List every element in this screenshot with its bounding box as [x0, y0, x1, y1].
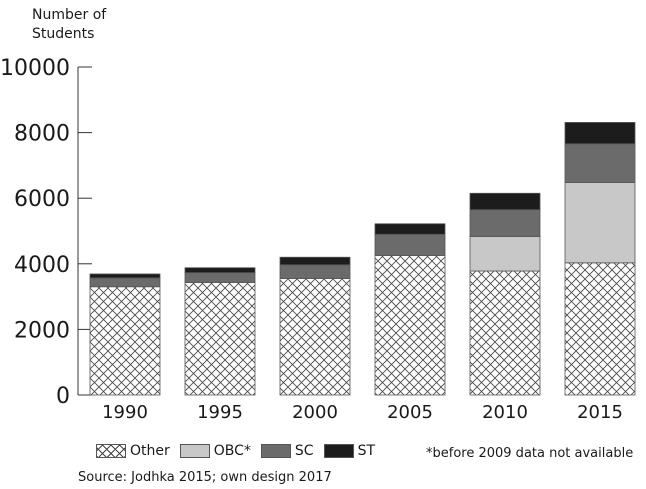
bar-segment-obc-2010 — [469, 236, 541, 272]
footnote: *before 2009 data not available — [426, 446, 634, 461]
stacked-bar-chart: 0 2000 4000 6000 8000 10000 1990 1995 2000 2005 2… — [0, 56, 636, 423]
legend-item: Other — [96, 443, 170, 459]
legend-label: OBC* — [213, 443, 251, 459]
bar-segment-sc-1995 — [184, 272, 256, 283]
legend-item: SC — [260, 443, 314, 459]
x-tick-label: 1990 — [102, 402, 148, 423]
bar-segment-obc-2015 — [564, 182, 636, 264]
bar-segment-st-2005 — [374, 223, 446, 235]
legend-item: ST — [323, 443, 376, 459]
bar-segment-other-2015 — [564, 262, 636, 396]
y-tick-label: 4000 — [14, 253, 70, 278]
bar-segment-other-2005 — [374, 255, 446, 396]
source-caption: Source: Jodhka 2015; own design 2017 — [78, 470, 332, 485]
bar-segment-sc-2005 — [374, 233, 446, 256]
bar-segment-st-1990 — [89, 273, 161, 279]
bar-segment-other-2010 — [469, 270, 541, 396]
legend-swatch — [323, 444, 354, 458]
bar-segment-other-2000 — [279, 278, 351, 396]
bar-segment-sc-2000 — [279, 264, 351, 279]
y-tick-label: 8000 — [14, 122, 70, 147]
bar-segment-other-1995 — [184, 282, 256, 396]
y-tick-label: 10000 — [0, 56, 70, 81]
legend-swatch — [96, 444, 126, 458]
legend-label: SC — [294, 443, 314, 459]
bar-segment-sc-2010 — [469, 209, 541, 237]
bar-segment-st-2000 — [279, 256, 351, 266]
y-axis-title-line1: Number of — [32, 7, 107, 23]
bar-segment-sc-2015 — [564, 143, 636, 183]
legend-item: OBC* — [179, 443, 251, 459]
legend-label: Other — [130, 443, 170, 459]
y-axis-title: Number of Students — [32, 6, 106, 44]
bar-segment-st-2015 — [564, 122, 636, 145]
y-tick-label: 0 — [56, 384, 70, 409]
legend-label: ST — [357, 443, 376, 459]
legend-swatch — [179, 444, 210, 458]
x-tick-label: 1995 — [197, 402, 243, 423]
legend-swatch — [260, 444, 291, 458]
legend: Other OBC* SC ST — [96, 440, 385, 462]
y-tick-label: 6000 — [14, 187, 70, 212]
y-tick-label: 2000 — [14, 318, 70, 343]
x-tick-label: 2010 — [482, 402, 528, 423]
bar-segment-st-2010 — [469, 192, 541, 211]
bar-segment-st-1995 — [184, 267, 256, 274]
x-tick-label: 2000 — [292, 402, 338, 423]
x-tick-label: 2005 — [387, 402, 433, 423]
bar-segment-sc-1990 — [89, 277, 161, 288]
bar-segment-other-1990 — [89, 286, 161, 396]
x-tick-label: 2015 — [577, 402, 623, 423]
y-axis-title-line2: Students — [32, 26, 95, 42]
